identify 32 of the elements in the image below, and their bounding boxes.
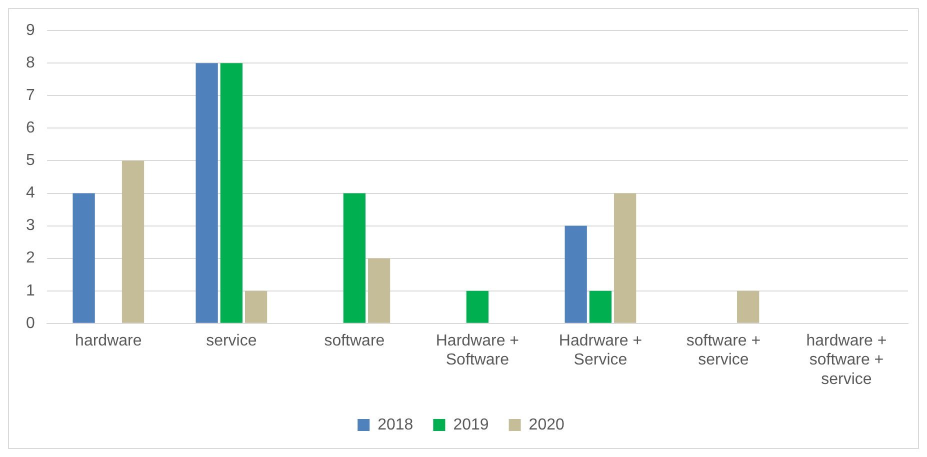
y-tick-label: 7 [26, 87, 35, 104]
x-tick-label: Hadrware + Service [558, 332, 642, 369]
bar [196, 63, 218, 323]
x-tick-label: hardware [75, 332, 142, 350]
y-tick-label: 8 [26, 54, 35, 72]
x-tick-label: hardware + software + service [806, 332, 887, 388]
y-tick-label: 2 [26, 250, 35, 267]
legend-label: 2018 [378, 416, 414, 434]
bar [737, 290, 760, 323]
legend-label: 2020 [528, 416, 564, 434]
bar [368, 258, 390, 323]
bar [72, 193, 95, 323]
bar [122, 160, 144, 323]
y-tick-label: 9 [26, 22, 35, 40]
bar [343, 193, 366, 323]
y-tick-label: 1 [26, 282, 35, 300]
y-tick-label: 3 [26, 217, 35, 234]
bar [564, 226, 587, 323]
x-tick-label: Hardware + Software [436, 332, 520, 369]
bar [589, 290, 612, 323]
y-tick-label: 5 [26, 152, 35, 170]
x-tick-label: software + service [686, 332, 761, 369]
bar [466, 290, 489, 323]
x-tick-label: software [324, 332, 385, 350]
y-tick-label: 0 [26, 314, 35, 332]
y-tick-label: 4 [26, 184, 35, 202]
y-tick-label: 6 [26, 120, 35, 137]
legend-label: 2019 [453, 416, 489, 434]
bar [614, 193, 636, 323]
x-tick-label: service [206, 332, 257, 350]
bar [220, 63, 242, 323]
bar [244, 290, 268, 323]
